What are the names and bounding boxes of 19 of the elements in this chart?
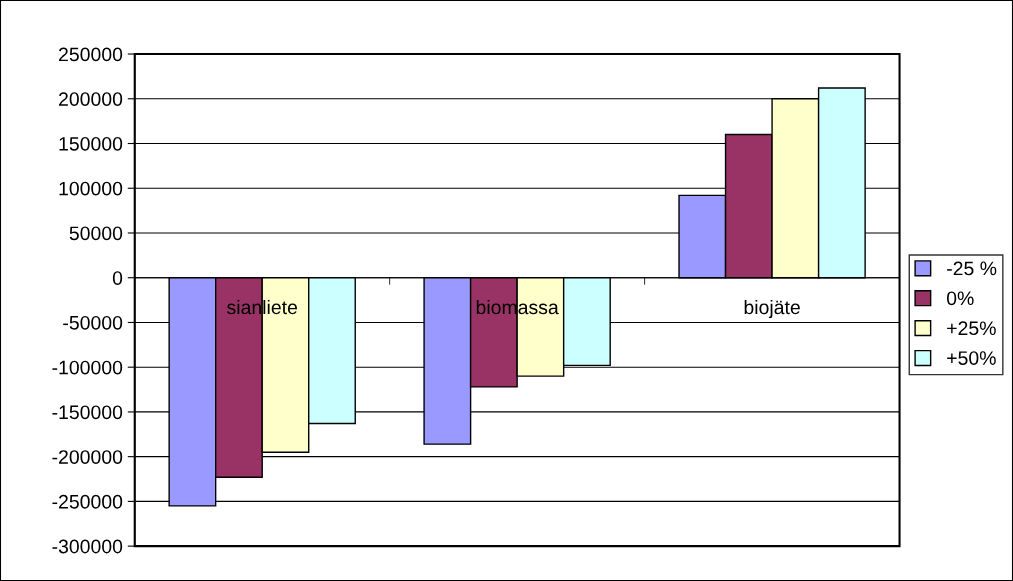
x-tick-label: biojäte	[744, 299, 800, 319]
legend-label: +25%	[947, 321, 996, 336]
y-tick-label: 250000	[59, 47, 123, 62]
legend-label: -25 %	[947, 261, 997, 276]
y-tick-label: 0	[112, 271, 123, 285]
y-tick-label: 200000	[59, 92, 123, 107]
y-tick-label: -250000	[52, 494, 123, 509]
legend-label: 0%	[946, 291, 974, 306]
legend-label: +50%	[947, 351, 996, 365]
y-tick-label: -200000	[52, 450, 123, 464]
y-tick-label: -50000	[63, 315, 123, 330]
y-tick-label: 50000	[69, 226, 123, 241]
y-tick-label: -100000	[52, 360, 123, 375]
y-tick-label: 100000	[59, 181, 123, 196]
x-tick-label: sianliete	[227, 299, 298, 315]
y-tick-label: 150000	[59, 136, 123, 151]
y-tick-label: -300000	[52, 539, 123, 554]
x-tick-label: biomassa	[476, 299, 559, 315]
y-tick-label: -150000	[52, 405, 123, 420]
